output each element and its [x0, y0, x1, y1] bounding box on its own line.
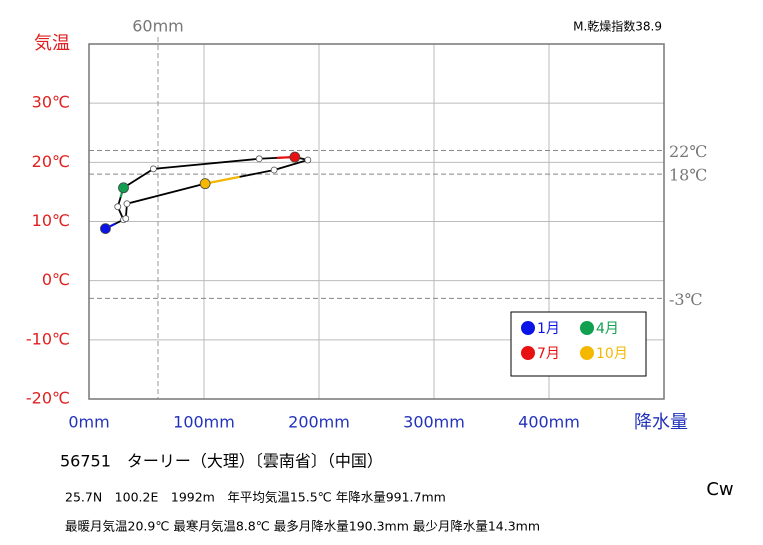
month-point: [270, 166, 278, 174]
reference-label: 18℃: [669, 166, 707, 185]
legend-marker: [521, 346, 535, 360]
month-point: [199, 178, 211, 190]
info-line: 最暖月気温20.9℃ 最寒月気温8.8℃ 最多月降水量190.3mm 最少月降水…: [65, 519, 540, 534]
x-tick-label: 0mm: [68, 413, 109, 432]
month-point: [149, 165, 157, 173]
legend-label: 1月: [537, 321, 560, 337]
legend-label: 4月: [596, 321, 619, 337]
reference-label: 22℃: [669, 142, 707, 161]
month-point: [100, 223, 111, 235]
y-tick-label: 20℃: [32, 152, 70, 171]
legend-marker: [580, 346, 594, 360]
y-tick-label: 30℃: [32, 93, 70, 112]
legend-marker: [580, 321, 594, 335]
info-line: 25.7N 100.2E 1992m 年平均気温15.5℃ 年降水量991.7m…: [65, 490, 446, 505]
dryness-index: M.乾燥指数38.9: [573, 19, 662, 34]
x-tick-label: 400mm: [518, 413, 580, 432]
y-tick-label: 0℃: [42, 270, 70, 289]
highlight-segment: [204, 175, 240, 185]
legend-label: 10月: [596, 346, 628, 362]
x-tick-label: 300mm: [403, 413, 465, 432]
station-title: 56751 ターリー（大理）〔雲南省〕（中国）: [60, 452, 383, 471]
x-tick-label: 200mm: [288, 413, 350, 432]
x-tick-label: 100mm: [173, 413, 235, 432]
y-tick-label: -20℃: [26, 389, 70, 408]
reference-label: 60mm: [132, 17, 184, 36]
month-point: [118, 182, 129, 194]
x-axis-label: 降水量: [634, 412, 688, 433]
legend-marker: [521, 321, 535, 335]
month-point: [123, 200, 131, 208]
climate-class: Cw: [706, 479, 733, 500]
month-point: [114, 203, 122, 211]
legend-box: [510, 311, 647, 377]
month-point: [255, 155, 263, 163]
plot-frame: [88, 43, 665, 400]
month-point: [122, 215, 130, 222]
month-point: [304, 156, 312, 164]
y-axis-label: 気温: [34, 33, 70, 54]
month-point: [289, 151, 301, 163]
y-tick-label: 10℃: [32, 211, 70, 230]
reference-label: -3℃: [669, 290, 702, 309]
legend-label: 7月: [537, 346, 560, 362]
y-tick-label: -10℃: [26, 329, 70, 348]
